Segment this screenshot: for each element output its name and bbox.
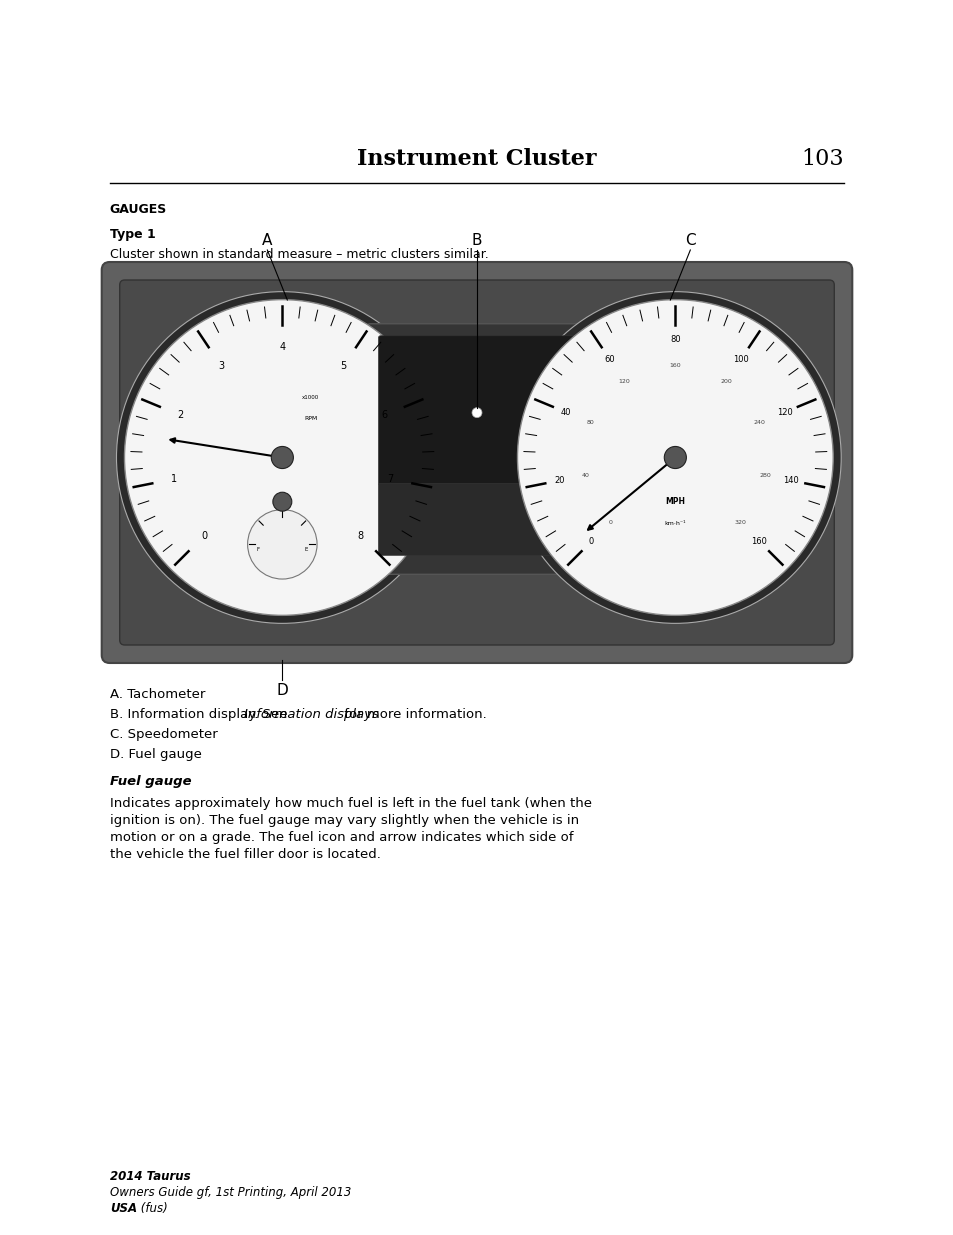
Text: 120: 120 [776, 408, 792, 416]
Text: C: C [684, 233, 695, 248]
Text: 1: 1 [171, 474, 177, 484]
Text: 80: 80 [669, 335, 679, 343]
Text: C. Speedometer: C. Speedometer [110, 727, 217, 741]
FancyBboxPatch shape [378, 483, 575, 556]
Text: km·h⁻¹: km·h⁻¹ [664, 521, 685, 526]
Text: for more information.: for more information. [340, 708, 486, 721]
Text: A. Tachometer: A. Tachometer [110, 688, 205, 701]
Text: B: B [471, 233, 482, 248]
Text: 60: 60 [603, 354, 615, 363]
Circle shape [271, 446, 294, 468]
Text: Fuel gauge: Fuel gauge [110, 776, 192, 788]
Text: F: F [256, 547, 259, 552]
Text: x1000: x1000 [302, 395, 319, 400]
Text: MPH: MPH [664, 498, 684, 506]
Text: D: D [276, 683, 288, 698]
Text: 100: 100 [733, 354, 748, 363]
Circle shape [248, 510, 316, 579]
Text: A: A [262, 233, 273, 248]
Text: 0: 0 [588, 537, 594, 546]
FancyBboxPatch shape [378, 336, 575, 485]
Text: 320: 320 [734, 520, 745, 525]
Text: 40: 40 [581, 473, 589, 478]
Text: the vehicle the fuel filler door is located.: the vehicle the fuel filler door is loca… [110, 848, 380, 861]
Text: 8: 8 [357, 531, 363, 541]
Text: 5: 5 [340, 361, 347, 370]
Circle shape [509, 291, 841, 624]
Text: (fus): (fus) [136, 1202, 168, 1215]
Circle shape [517, 300, 832, 615]
Text: 103: 103 [801, 148, 843, 170]
Text: 4: 4 [279, 342, 285, 352]
Text: USA: USA [110, 1202, 136, 1215]
Text: 160: 160 [669, 363, 680, 368]
Text: 140: 140 [782, 477, 799, 485]
FancyBboxPatch shape [102, 262, 851, 663]
Text: Owners Guide gf, 1st Printing, April 2013: Owners Guide gf, 1st Printing, April 201… [110, 1186, 351, 1199]
Circle shape [472, 408, 481, 417]
FancyBboxPatch shape [119, 280, 834, 645]
Text: B. Information display. See: B. Information display. See [110, 708, 292, 721]
Text: 160: 160 [750, 537, 766, 546]
Text: Information displays: Information displays [244, 708, 378, 721]
Text: 40: 40 [560, 408, 571, 416]
FancyBboxPatch shape [366, 324, 587, 574]
Text: 80: 80 [586, 420, 594, 425]
Text: D. Fuel gauge: D. Fuel gauge [110, 748, 201, 761]
Text: 240: 240 [753, 420, 765, 425]
Text: 2014 Taurus: 2014 Taurus [110, 1170, 191, 1183]
Text: motion or on a grade. The fuel icon and arrow indicates which side of: motion or on a grade. The fuel icon and … [110, 831, 573, 844]
Text: Indicates approximately how much fuel is left in the fuel tank (when the: Indicates approximately how much fuel is… [110, 797, 591, 810]
Text: 0: 0 [201, 531, 207, 541]
Text: Cluster shown in standard measure – metric clusters similar.: Cluster shown in standard measure – metr… [110, 248, 488, 261]
Text: 120: 120 [618, 379, 630, 384]
Text: 20: 20 [554, 477, 564, 485]
Text: ignition is on). The fuel gauge may vary slightly when the vehicle is in: ignition is on). The fuel gauge may vary… [110, 814, 578, 827]
Text: 6: 6 [381, 410, 387, 420]
Circle shape [116, 291, 448, 624]
Circle shape [124, 300, 439, 615]
Text: RPM: RPM [304, 415, 317, 421]
Circle shape [273, 493, 292, 511]
Text: 0: 0 [608, 520, 612, 525]
Text: 200: 200 [720, 379, 731, 384]
Text: 7: 7 [387, 474, 394, 484]
Text: E: E [305, 547, 308, 552]
Text: 3: 3 [217, 361, 224, 370]
Text: 2: 2 [177, 410, 183, 420]
Circle shape [663, 446, 685, 468]
Text: 280: 280 [759, 473, 770, 478]
Text: GAUGES: GAUGES [110, 203, 167, 216]
Text: Type 1: Type 1 [110, 228, 155, 241]
Text: Instrument Cluster: Instrument Cluster [356, 148, 597, 170]
